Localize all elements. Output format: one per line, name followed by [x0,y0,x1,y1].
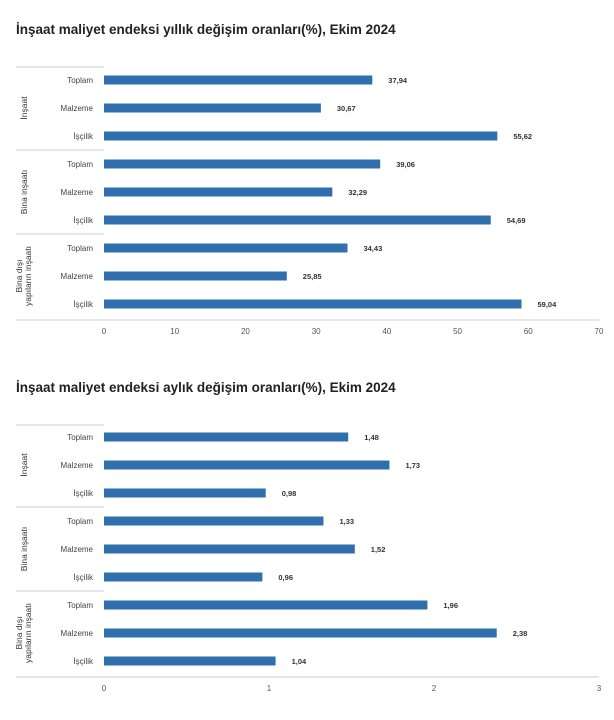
category-label: Toplam [67,160,93,169]
annual-chart-plot: İnşaat Bina inşaatı Bina dışıyapıların inş… [14,66,604,336]
value-label: 54,69 [507,216,526,225]
bar [104,243,348,253]
bar [104,600,428,610]
value-label: 30,67 [337,104,356,113]
chart-title: İnşaat maliyet endeksi aylık değişim ora… [16,380,396,395]
category-label: Toplam [67,601,93,610]
value-label: 1,73 [405,461,420,470]
bar [104,103,321,113]
bar [104,628,497,638]
category-label: Malzeme [61,545,94,554]
group-label-line: Bina dışı [14,259,24,292]
x-tick-label: 60 [524,327,533,336]
bar [104,544,355,554]
x-tick-label: 10 [170,327,179,336]
monthly-change-chart: İnşaat maliyet endeksi aylık değişim ora… [0,360,614,720]
bar [104,656,276,666]
value-label: 0,98 [282,489,297,498]
category-label: Toplam [67,433,93,442]
value-label: 0,96 [278,573,293,582]
category-label: Toplam [67,244,93,253]
group-label-line: Bina dışı [14,616,24,649]
x-tick-label: 40 [382,327,391,336]
x-tick-label: 1 [267,684,272,693]
category-label: İşçilik [73,573,94,582]
monthly-chart-plot: İnşaat Bina inşaatı Bina dışıyapıların inş… [14,424,602,693]
category-label: Malzeme [61,461,94,470]
category-label: Toplam [67,76,93,85]
group-label-line: yapıların inşaatı [23,603,33,663]
category-label: İşçilik [73,300,94,309]
value-label: 34,43 [363,244,382,253]
value-label: 1,04 [292,657,307,666]
chart-title: İnşaat maliyet endeksi yıllık değişim or… [16,22,396,37]
x-tick-label: 70 [595,327,604,336]
group-label: Bina dışıyapıların inşaatı [14,603,33,663]
bar [104,75,373,85]
x-tick-label: 50 [453,327,462,336]
value-label: 55,62 [513,132,532,141]
category-label: İşçilik [73,216,94,225]
category-label: Malzeme [61,629,94,638]
group-label-line: yapıların inşaatı [23,246,33,306]
group-label: İnşaat [19,453,29,477]
bar [104,516,324,526]
value-label: 1,96 [443,601,458,610]
group-label: Bina dışıyapıların inşaatı [14,246,33,306]
value-label: 1,48 [364,433,379,442]
bar [104,572,263,582]
bar [104,187,333,197]
value-label: 32,29 [348,188,367,197]
x-tick-label: 3 [597,684,602,693]
bar [104,159,381,169]
x-tick-label: 0 [102,684,107,693]
bar [104,299,522,309]
annual-change-chart: İnşaat maliyet endeksi yıllık değişim or… [0,0,614,350]
group-label: İnşaat [19,96,29,120]
value-label: 25,85 [303,272,322,281]
category-label: Malzeme [61,188,94,197]
bar [104,432,349,442]
bar [104,131,498,141]
x-tick-label: 2 [432,684,437,693]
bar [104,460,390,470]
bar [104,215,491,225]
bar [104,271,287,281]
value-label: 59,04 [537,300,557,309]
value-label: 1,33 [339,517,354,526]
category-label: İşçilik [73,657,94,666]
category-label: İşçilik [73,132,94,141]
category-label: Malzeme [61,272,94,281]
value-label: 1,52 [371,545,386,554]
category-label: İşçilik [73,489,94,498]
x-tick-label: 30 [312,327,321,336]
group-label: Bina inşaatı [19,170,29,214]
bar [104,488,266,498]
value-label: 39,06 [396,160,415,169]
x-tick-label: 0 [102,327,107,336]
category-label: Toplam [67,517,93,526]
group-label: Bina inşaatı [19,527,29,571]
value-label: 37,94 [388,76,408,85]
value-label: 2,38 [513,629,528,638]
category-label: Malzeme [61,104,94,113]
x-tick-label: 20 [241,327,250,336]
